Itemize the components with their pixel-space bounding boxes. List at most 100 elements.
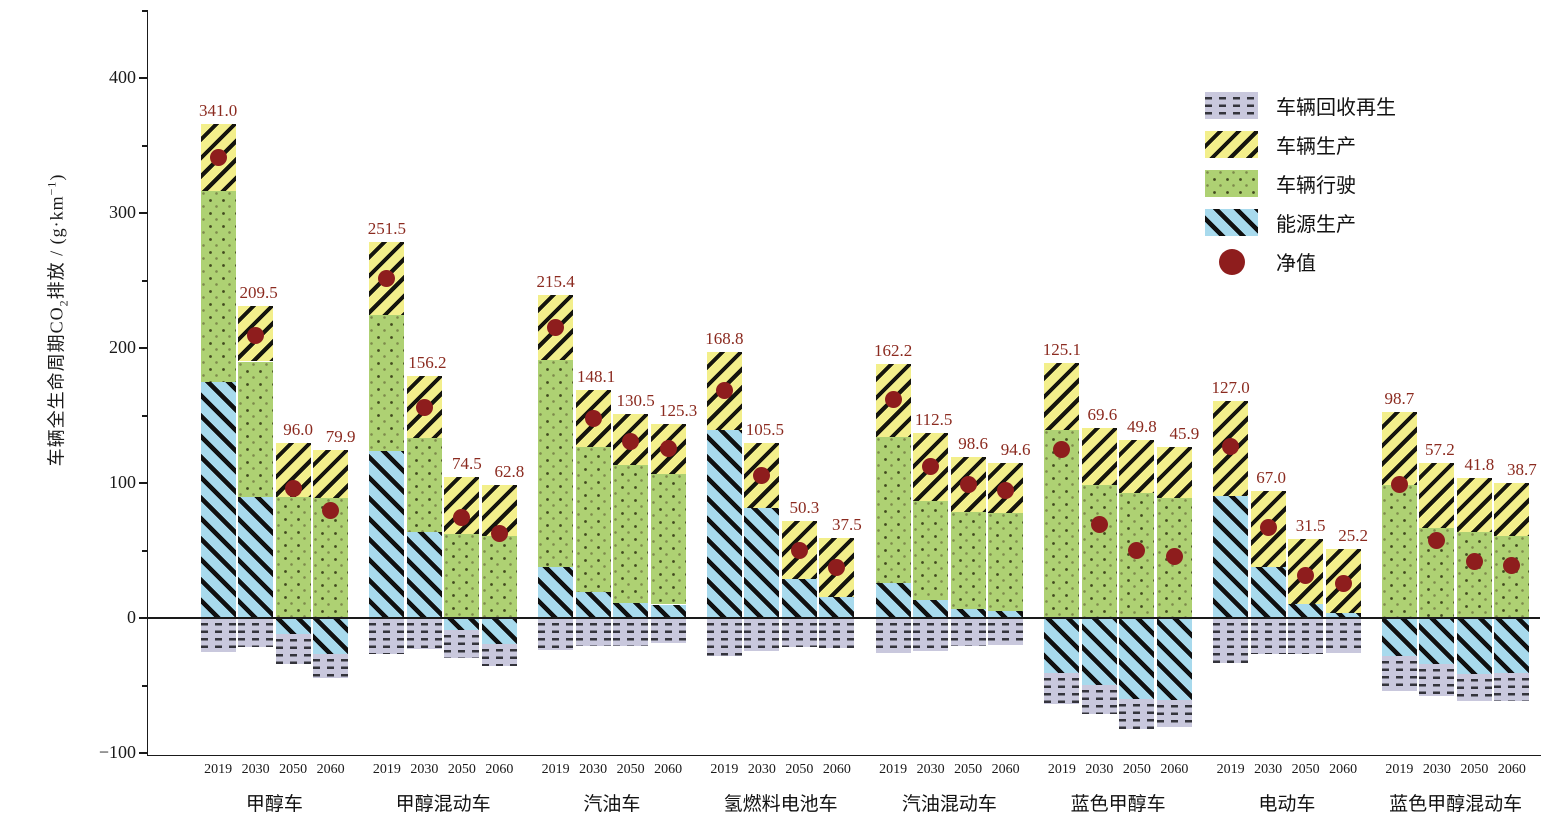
year-label: 2019 [879, 762, 908, 777]
bar-segment-energy [575, 591, 611, 618]
bar-segment-recycle [613, 618, 649, 646]
bar-segment-driving [613, 465, 649, 604]
net-value-label: 105.5 [745, 419, 784, 439]
net-value-label: 79.9 [325, 426, 356, 446]
bar-segment-driving [1494, 535, 1530, 618]
bar-segment-driving [1456, 532, 1492, 618]
bar-segment-driving [275, 496, 311, 618]
net-value-label: 127.0 [1211, 378, 1250, 398]
legend-label: 净值 [1276, 253, 1316, 275]
net-value-label: 57.2 [1425, 439, 1455, 459]
net-value-label: 156.2 [408, 353, 447, 373]
bar-segment-driving [538, 360, 574, 567]
bar-segment-energy [275, 618, 311, 635]
bar-segment-recycle [819, 618, 855, 648]
net-value-dot [415, 398, 433, 416]
year-label: 2060 [316, 762, 345, 777]
bar-segment-driving [238, 361, 274, 497]
net-value-dot [1390, 476, 1408, 494]
bar-segment-recycle [313, 654, 349, 679]
y-tick-label: 100 [109, 472, 136, 492]
bar-segment-production [1081, 428, 1117, 485]
year-label: 2050 [447, 762, 476, 777]
bar-segment-recycle [481, 643, 517, 667]
bar-segment-energy [238, 496, 274, 618]
legend-item-recycle: 车辆回收再生 [1205, 86, 1396, 125]
bar-segment-production [538, 295, 574, 361]
year-label: 2050 [954, 762, 983, 777]
year-label: 2050 [1122, 762, 1151, 777]
net-value-dot [1428, 532, 1446, 550]
net-value-dot [547, 318, 565, 336]
net-value-dot [753, 467, 771, 485]
year-label: 2019 [541, 762, 570, 777]
net-value-label: 96.0 [283, 419, 313, 439]
net-value-dot [1465, 553, 1483, 571]
bar-segment-recycle [538, 618, 574, 650]
y-tick-major [138, 212, 148, 214]
category-label: 甲醇混动车 [395, 794, 491, 815]
bar-segment-recycle [950, 618, 986, 647]
net-value-dot [959, 476, 977, 494]
year-label: 2060 [1329, 762, 1358, 777]
net-value-label: 38.7 [1507, 459, 1537, 479]
net-value-dot [1297, 566, 1315, 584]
y-tick-major [138, 347, 148, 349]
net-value-dot [828, 558, 846, 576]
year-label: 2030 [1422, 762, 1451, 777]
bar-segment-energy [1250, 566, 1286, 618]
y-tick-major [138, 752, 148, 754]
bar-segment-energy [481, 618, 517, 644]
net-value-label: 168.8 [705, 328, 744, 348]
bar-segment-recycle [369, 618, 405, 655]
bar-segment-recycle [650, 618, 686, 644]
net-value-dot [1259, 519, 1277, 537]
production-swatch-icon [1205, 131, 1258, 158]
bar-segment-energy [313, 618, 349, 655]
bar-segment-energy [1419, 618, 1455, 664]
category-label: 氢燃料电池车 [723, 794, 838, 815]
bar-segment-recycle [706, 618, 742, 657]
category-label: 汽油车 [583, 794, 641, 815]
bar-segment-recycle [988, 618, 1024, 645]
driving-swatch-icon [1205, 170, 1258, 197]
net-value-label: 209.5 [239, 283, 278, 303]
year-label: 2060 [485, 762, 514, 777]
x-axis-spine [146, 754, 1541, 757]
bar-segment-energy [538, 566, 574, 618]
bar-segment-driving [481, 535, 517, 618]
net-value-label: 148.1 [577, 366, 616, 386]
year-label: 2019 [710, 762, 739, 777]
year-label: 2050 [616, 762, 645, 777]
net-value-dot [997, 481, 1015, 499]
y-tick-minor [141, 279, 148, 282]
year-label: 2030 [1254, 762, 1283, 777]
bar-segment-recycle [1119, 699, 1155, 729]
net-value-dot [1222, 438, 1240, 456]
zero-line [148, 617, 1540, 619]
bar-segment-driving [950, 512, 986, 609]
category-label: 甲醇车 [245, 794, 303, 815]
category-label: 电动车 [1258, 794, 1316, 815]
net-value-label: 69.6 [1087, 405, 1118, 425]
bar-segment-recycle [275, 634, 311, 664]
year-label: 2060 [1497, 762, 1526, 777]
year-label: 2060 [1160, 762, 1189, 777]
net-value-label: 25.2 [1338, 526, 1368, 546]
y-tick-major [138, 77, 148, 79]
bar-segment-production [1494, 482, 1530, 536]
bar-segment-recycle [1156, 699, 1192, 727]
bar-segment-recycle [1325, 618, 1361, 653]
net-value-dot [1128, 542, 1146, 560]
net-value-dot [378, 269, 396, 287]
recycle-swatch-icon [1205, 92, 1258, 119]
bar-segment-recycle [1456, 674, 1492, 702]
bar-segment-production [1419, 462, 1455, 529]
net-value-label: 341.0 [199, 100, 238, 120]
bar-segment-recycle [200, 618, 236, 652]
net-value-label: 31.5 [1295, 516, 1326, 536]
category-label: 蓝色甲醇混动车 [1389, 794, 1523, 815]
net-value-dot [490, 524, 508, 542]
bar-segment-recycle [1213, 618, 1249, 664]
